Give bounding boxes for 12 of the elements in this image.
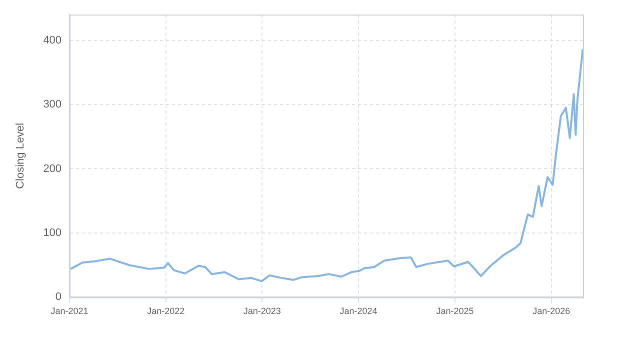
y-tick-label: 400 bbox=[43, 34, 62, 46]
y-tick-label: 0 bbox=[55, 291, 62, 304]
y-tick-label: 100 bbox=[43, 227, 62, 240]
y-tick-label: 300 bbox=[43, 98, 62, 111]
x-tick-label: Jan-2023 bbox=[243, 306, 281, 316]
x-tick-label: Jan-2024 bbox=[340, 306, 378, 316]
x-tick-label: Jan-2021 bbox=[50, 306, 88, 316]
x-tick-label: Jan-2026 bbox=[532, 306, 570, 316]
y-axis-title: Closing Level bbox=[14, 122, 27, 189]
x-tick-label: Jan-2025 bbox=[436, 306, 474, 316]
y-tick-label: 200 bbox=[43, 162, 62, 175]
x-tick-label: Jan-2022 bbox=[147, 306, 185, 316]
